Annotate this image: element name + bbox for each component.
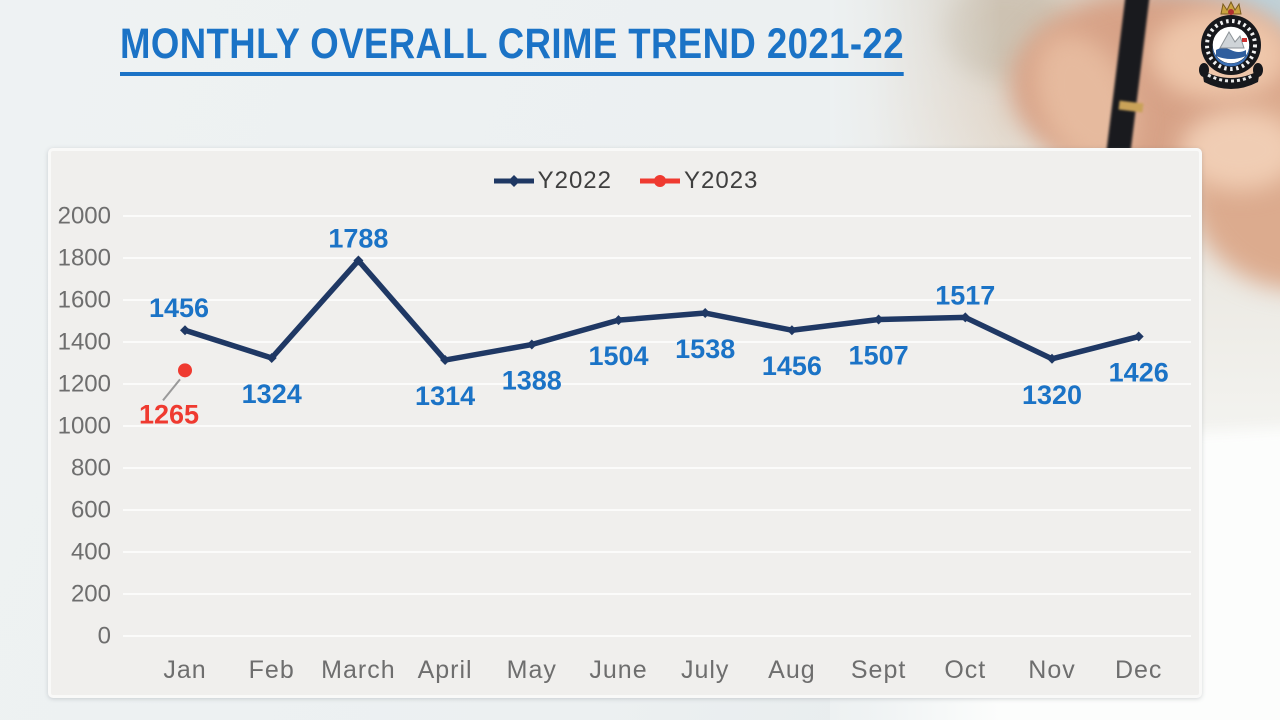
data-point-label: 1314	[415, 381, 475, 411]
x-axis-tick-label: July	[681, 656, 729, 684]
y-axis-tick-label: 1000	[58, 413, 111, 440]
data-point-marker	[1047, 353, 1057, 364]
legend-label-y2022: Y2022	[537, 167, 612, 194]
y-axis-tick-label: 2000	[58, 203, 111, 230]
y-axis-tick-label: 1400	[58, 329, 111, 356]
y-axis-tick-label: 600	[71, 497, 111, 524]
data-point-marker	[526, 339, 537, 350]
data-point-marker	[786, 325, 797, 336]
legend-label-y2023: Y2023	[684, 167, 759, 194]
callout-leader-line	[162, 378, 181, 401]
data-point-label: 1426	[1109, 358, 1169, 388]
data-point-label: 1517	[935, 280, 995, 310]
data-point-marker	[873, 314, 884, 325]
data-point-marker	[178, 363, 192, 378]
data-point-marker	[1133, 331, 1144, 342]
x-axis-tick-label: April	[418, 656, 473, 684]
y-axis-tick-label: 1800	[58, 245, 111, 272]
x-axis-tick-label: Sept	[851, 656, 906, 684]
data-point-marker	[440, 355, 451, 366]
y-axis-tick-label: 800	[71, 455, 111, 482]
data-point-label: 1788	[328, 224, 388, 254]
data-point-marker	[700, 308, 711, 319]
line-chart: 0 200 400 600 800 1000 1200 1400 1600 1800 2000 Jan…	[58, 203, 1191, 684]
x-axis-tick-label: Nov	[1028, 656, 1075, 684]
legend-item-y2023: Y2023	[638, 167, 758, 195]
crown-icon	[1220, 0, 1242, 15]
x-axis-tick-label: Aug	[768, 656, 815, 684]
y-axis-tick-label: 1600	[58, 287, 111, 314]
y-axis-tick-label: 0	[98, 623, 111, 650]
legend-item-y2022: Y2022	[492, 167, 612, 195]
x-axis-tick-label: June	[589, 656, 647, 684]
data-point-label: 1265	[139, 399, 199, 429]
y-axis-tick-label: 200	[71, 581, 111, 608]
data-point-label: 1507	[849, 341, 909, 371]
legend-marker-y2023-icon	[640, 175, 680, 187]
data-point-marker	[266, 352, 277, 363]
data-point-marker	[180, 325, 190, 336]
data-point-label: 1324	[242, 379, 302, 409]
y-axis-tick-label: 1200	[58, 371, 111, 398]
data-point-marker	[613, 315, 624, 326]
series-line-Y2022	[184, 257, 1140, 363]
page-title: MONTHLY OVERALL CRIME TREND 2021-22	[120, 20, 904, 76]
data-point-label: 1538	[675, 334, 735, 364]
data-point-label: 1320	[1022, 380, 1082, 410]
x-axis-tick-label: Feb	[249, 656, 295, 684]
data-point-marker	[353, 255, 364, 266]
x-axis-tick-label: March	[321, 656, 395, 684]
police-emblem-icon	[1196, 0, 1266, 94]
chart-card: 0 200 400 600 800 1000 1200 1400 1600 1800 2000 Jan…	[48, 148, 1202, 698]
x-axis-tick-label: Oct	[944, 656, 986, 684]
chart-legend: Y2022 Y2023	[51, 163, 1199, 199]
data-point-label: 1456	[762, 351, 822, 381]
banner-icon	[1202, 70, 1260, 89]
data-point-marker	[960, 312, 971, 323]
x-axis-tick-label: Jan	[163, 656, 206, 684]
legend-marker-y2022-icon	[493, 175, 534, 187]
x-axis-tick-label: Dec	[1115, 656, 1162, 684]
data-point-label: 1388	[502, 366, 562, 396]
x-axis-tick-label: May	[507, 656, 557, 684]
data-point-label: 1456	[149, 293, 209, 323]
y-axis-tick-label: 400	[71, 539, 111, 566]
data-point-label: 1504	[588, 341, 648, 371]
